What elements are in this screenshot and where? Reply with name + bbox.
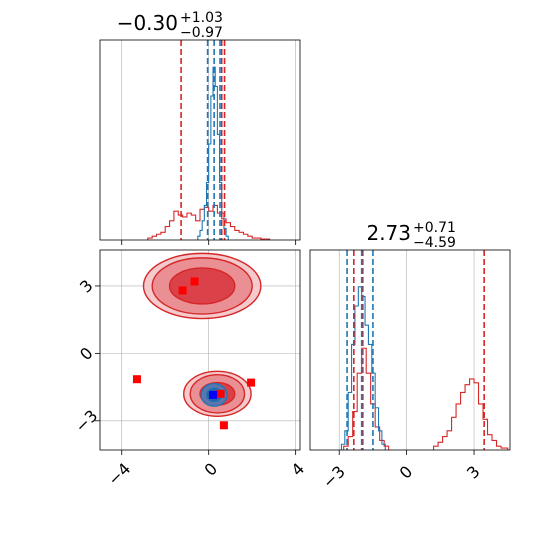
red-marker [190, 277, 199, 286]
marginal-y-xtick-label: 0 [396, 462, 417, 483]
blue-marker [209, 390, 218, 399]
red-contour-level [168, 267, 236, 305]
marginal-y-xtick-label: 3 [463, 462, 484, 483]
title-x-value: −0.30 [117, 11, 178, 35]
red-marker [247, 378, 256, 387]
red-marker [178, 286, 187, 295]
marginal-x-histogram-blue [197, 66, 229, 240]
title-x-plus: +1.03 [180, 10, 223, 26]
joint-xtick-label: 4 [287, 459, 308, 480]
title-y-value: 2.73 [366, 221, 411, 245]
title-y-minus: −4.59 [413, 235, 456, 251]
title-y-plus: +0.71 [413, 220, 456, 236]
red-marker [216, 389, 225, 398]
red-marker [132, 375, 141, 384]
joint-xtick-label: 0 [201, 459, 222, 480]
joint-ytick-label: −3 [71, 406, 101, 436]
marginal-y-content: −3 0 3 [319, 250, 509, 492]
marginal-x-content [121, 40, 297, 245]
marginal-y-xtick-label: −3 [319, 462, 349, 492]
joint-content: −4 0 4 −3 0 3 [71, 250, 308, 489]
joint-xtick-label: −4 [104, 459, 134, 489]
panels-layer: −4 0 4 −3 0 3 −3 0 3 [71, 39, 511, 492]
marginal-y-histogram-red [343, 347, 509, 450]
joint-frame [99, 249, 301, 451]
joint-ytick-label: 3 [76, 276, 97, 297]
title-x-minus: −0.97 [180, 25, 223, 41]
red-marker [219, 421, 228, 430]
marginal-y-frame [309, 249, 511, 451]
joint-ytick-label: 0 [76, 343, 97, 364]
marginal-x-frame [99, 39, 301, 241]
